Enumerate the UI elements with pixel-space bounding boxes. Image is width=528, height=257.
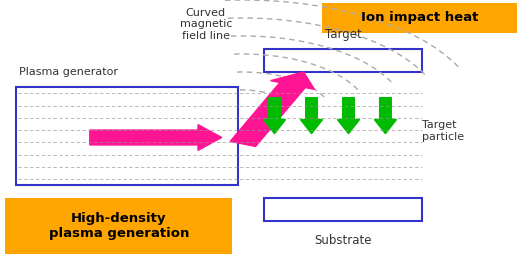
Text: Ion impact heat: Ion impact heat bbox=[361, 12, 478, 24]
Text: Target
particle: Target particle bbox=[422, 120, 465, 142]
Bar bbox=[264, 198, 422, 221]
FancyBboxPatch shape bbox=[5, 198, 232, 254]
FancyArrow shape bbox=[90, 125, 222, 150]
Bar bbox=[264, 49, 422, 72]
FancyBboxPatch shape bbox=[322, 3, 517, 33]
FancyArrow shape bbox=[300, 98, 323, 134]
FancyArrow shape bbox=[374, 98, 397, 134]
FancyArrow shape bbox=[263, 98, 286, 134]
Text: High-density
plasma generation: High-density plasma generation bbox=[49, 212, 189, 240]
Text: Substrate: Substrate bbox=[315, 234, 372, 247]
Text: Target: Target bbox=[325, 28, 362, 41]
Bar bbox=[16, 87, 238, 185]
Text: Plasma generator: Plasma generator bbox=[19, 67, 118, 77]
FancyArrow shape bbox=[230, 72, 315, 146]
Text: Curved
magnetic
field line: Curved magnetic field line bbox=[180, 8, 232, 41]
FancyArrow shape bbox=[337, 98, 360, 134]
